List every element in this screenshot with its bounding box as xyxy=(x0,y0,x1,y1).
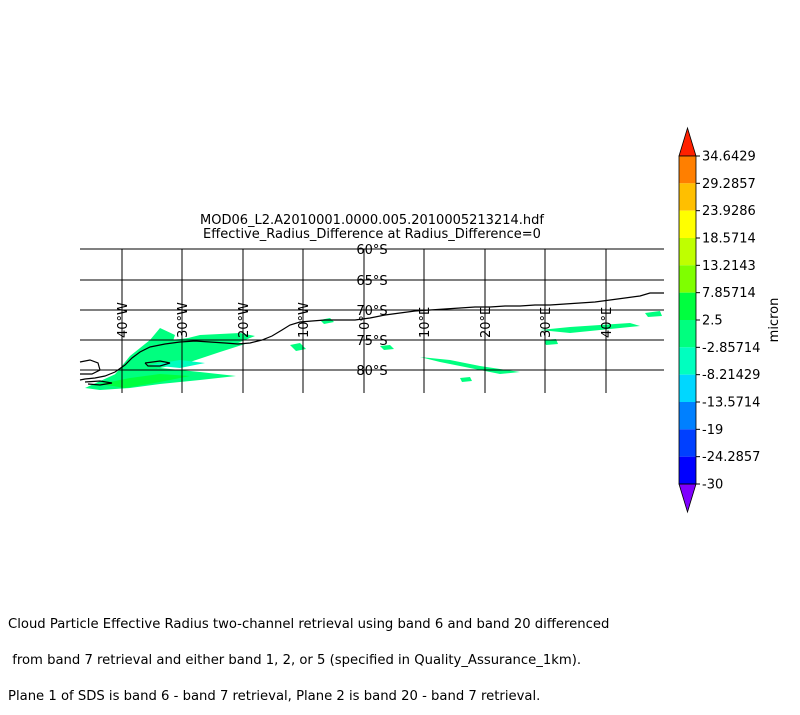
swath-patch xyxy=(380,345,394,350)
lon-labels: 40°W 30°W 20°W 10°W 0° 10°E 20°E 30°E 40… xyxy=(116,302,615,338)
lon-label: 0° xyxy=(358,315,373,330)
colorbar-bin xyxy=(679,183,696,211)
swath-patch xyxy=(420,357,520,374)
caption: Cloud Particle Effective Radius two-chan… xyxy=(8,595,788,715)
colorbar-tick-label: 13.2143 xyxy=(702,259,756,274)
caption-line-1: Cloud Particle Effective Radius two-chan… xyxy=(8,617,610,632)
lon-label: 20°E xyxy=(479,307,494,338)
longitude-lines xyxy=(121,249,607,393)
colorbar-tick-label: -24.2857 xyxy=(702,450,760,465)
swath-patch xyxy=(460,377,472,382)
lon-label: 40°E xyxy=(600,307,615,338)
colorbar-bin xyxy=(679,210,696,238)
colorbar-bin xyxy=(679,456,696,484)
latitude-lines xyxy=(80,248,664,371)
lon-label: 20°W xyxy=(237,302,252,338)
coastline-path xyxy=(84,380,113,386)
colorbar-bin xyxy=(679,402,696,430)
lat-label: 60°S xyxy=(356,243,387,258)
colorbar-bin xyxy=(679,429,696,457)
colorbar-tick-label: -30 xyxy=(702,478,723,493)
lon-label: 10°W xyxy=(297,302,312,338)
colorbar-tick-label: -13.5714 xyxy=(702,396,760,411)
colorbar-bin xyxy=(679,265,696,293)
colorbar-tick-label: 29.2857 xyxy=(702,177,756,192)
lon-label: 30°W xyxy=(176,302,191,338)
colorbar-bin xyxy=(679,320,696,348)
colorbar-over-triangle xyxy=(678,126,697,157)
coastline-path xyxy=(79,359,101,375)
colorbar-tick-label: -8.21429 xyxy=(702,368,760,383)
colorbar-tick-label: 7.85714 xyxy=(702,286,756,301)
swath-patch xyxy=(150,360,205,368)
colorbar-tick-label: -19 xyxy=(702,423,723,438)
title-line-1: MOD06_L2.A2010001.0000.005.2010005213214… xyxy=(200,213,544,228)
figure-canvas: MOD06_L2.A2010001.0000.005.2010005213214… xyxy=(79,126,782,514)
lon-label: 30°E xyxy=(539,307,554,338)
lon-label: 10°E xyxy=(418,307,433,338)
colorbar-tick-label: 2.5 xyxy=(702,314,723,329)
colorbar-bin xyxy=(679,238,696,266)
colorbar-tick-label: 34.6429 xyxy=(702,150,756,165)
colorbar-tick-label: 23.9286 xyxy=(702,204,756,219)
colorbar-label: micron xyxy=(767,298,782,343)
swath-patch xyxy=(290,343,306,351)
lat-label: 65°S xyxy=(356,274,387,289)
title-line-2: Effective_Radius_Difference at Radius_Di… xyxy=(203,227,541,242)
lat-label: 75°S xyxy=(356,334,387,349)
caption-line-2: from band 7 retrieval and either band 1,… xyxy=(8,653,582,668)
lon-label: 40°W xyxy=(116,302,131,338)
colorbar-tick-label: -2.85714 xyxy=(702,341,760,356)
coastline-path xyxy=(144,360,171,367)
coastline-path xyxy=(79,292,664,381)
lat-label: 80°S xyxy=(356,364,387,379)
coastline xyxy=(79,292,664,386)
lat-label: 70°S xyxy=(356,304,387,319)
colorbar-bin xyxy=(679,374,696,402)
colorbar: 34.6429 29.2857 23.9286 18.5714 13.2143 7.857… xyxy=(678,126,760,514)
colorbar-under-triangle xyxy=(678,483,697,514)
lat-labels: 60°S 65°S 70°S 75°S 80°S xyxy=(356,243,387,379)
caption-line-3: Plane 1 of SDS is band 6 - band 7 retrie… xyxy=(8,689,541,704)
colorbar-bin xyxy=(679,156,696,184)
swath-patch xyxy=(320,318,334,324)
swath-patch xyxy=(540,323,640,333)
map-plot: 60°S 65°S 70°S 75°S 80°S 40°W 30°W 20°W … xyxy=(79,243,664,393)
swath-patch xyxy=(645,311,662,317)
colorbar-bin xyxy=(679,347,696,375)
colorbar-bin xyxy=(679,292,696,320)
colorbar-tick-label: 18.5714 xyxy=(702,232,756,247)
